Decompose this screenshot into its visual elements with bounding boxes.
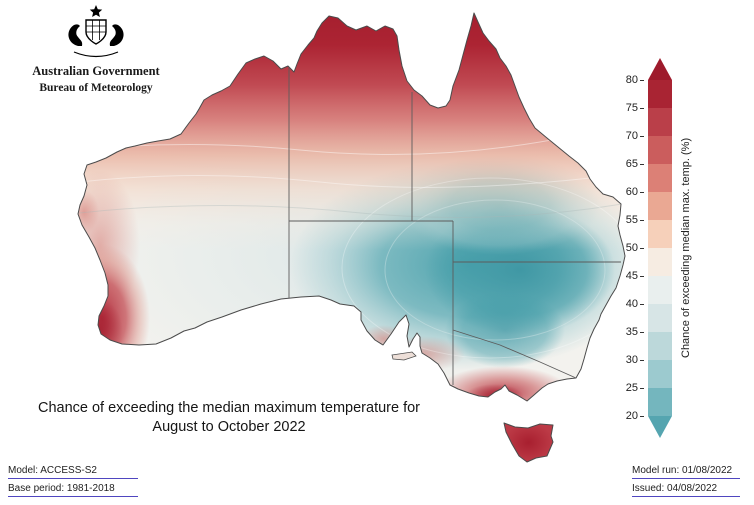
colorbar-arrow-bottom <box>648 416 672 438</box>
colorbar-tick-label: 35 <box>614 326 644 338</box>
footer-rule <box>632 496 740 497</box>
contour-lines <box>78 132 625 359</box>
colorbar-tick-label: 75 <box>614 102 644 114</box>
colorbar-tick-label: 80 <box>614 74 644 86</box>
caption-line-1: Chance of exceeding the median maximum t… <box>37 400 421 416</box>
footer-rule <box>8 478 138 479</box>
colorbar-segment <box>648 276 672 304</box>
colorbar-segment <box>648 388 672 416</box>
colorbar-segment <box>648 108 672 136</box>
colorbar-tick-label: 50 <box>614 242 644 254</box>
colorbar-bar <box>648 58 672 438</box>
colorbar-segment <box>648 192 672 220</box>
org-name-government: Australian Government <box>32 64 160 78</box>
agency-logo: Australian Government Bureau of Meteorol… <box>8 4 184 94</box>
mainland-coastline <box>77 12 626 402</box>
colorbar-tick-label: 65 <box>614 158 644 170</box>
kangaroo-island <box>391 351 417 361</box>
footer-rule <box>632 478 740 479</box>
colorbar-legend: 80 75 70 65 60 55 50 45 40 35 30 25 20 C… <box>614 58 710 438</box>
footer-rule <box>8 496 138 497</box>
colorbar-segment <box>648 360 672 388</box>
colorbar-segment <box>648 164 672 192</box>
colorbar-segment <box>648 136 672 164</box>
colorbar-segment <box>648 220 672 248</box>
colorbar-tick-label: 60 <box>614 186 644 198</box>
org-name-bureau: Bureau of Meteorology <box>39 82 153 94</box>
colorbar-segment <box>648 248 672 276</box>
issued-label: Issued: 04/08/2022 <box>632 483 718 494</box>
colorbar-axis-label: Chance of exceeding median max. temp. (%… <box>680 137 692 359</box>
colorbar-tick-label: 20 <box>614 410 644 422</box>
caption-line-2: August to October 2022 <box>152 419 306 435</box>
footer-model-info: Model: ACCESS-S2 Base period: 1981-2018 <box>8 465 138 501</box>
colorbar-tick-label: 30 <box>614 354 644 366</box>
colorbar-tick-label: 45 <box>614 270 644 282</box>
colorbar-segment <box>648 332 672 360</box>
colorbar-segment <box>648 304 672 332</box>
colorbar-segment <box>648 80 672 108</box>
base-period-label: Base period: 1981-2018 <box>8 483 115 494</box>
colorbar-tick-labels: 80 75 70 65 60 55 50 45 40 35 30 25 20 <box>614 74 644 422</box>
colorbar-tick-label: 70 <box>614 130 644 142</box>
model-run-label: Model run: 01/08/2022 <box>632 465 733 476</box>
colorbar-tick-label: 25 <box>614 382 644 394</box>
colorbar-tick-label: 40 <box>614 298 644 310</box>
map-caption: Chance of exceeding the median maximum t… <box>0 399 458 437</box>
colorbar-tick-label: 55 <box>614 214 644 226</box>
colorbar-arrow-top <box>648 58 672 80</box>
coat-of-arms-icon <box>8 4 184 62</box>
model-label: Model: ACCESS-S2 <box>8 465 97 476</box>
tasmania <box>503 422 554 463</box>
state-borders <box>288 67 621 385</box>
footer-run-info: Model run: 01/08/2022 Issued: 04/08/2022 <box>632 465 744 501</box>
